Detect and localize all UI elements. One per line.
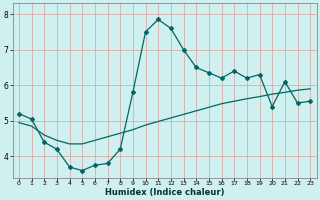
X-axis label: Humidex (Indice chaleur): Humidex (Indice chaleur) (105, 188, 224, 197)
